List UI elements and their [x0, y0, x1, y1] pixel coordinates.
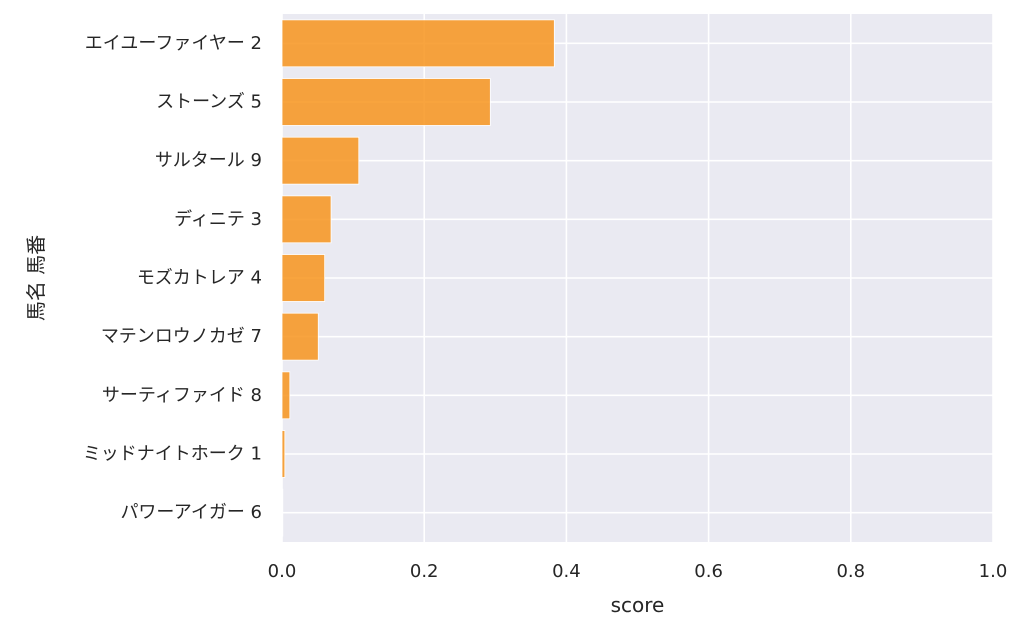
y-tick-label: ディニテ 3 [174, 209, 262, 230]
bar [281, 195, 332, 244]
bar [281, 312, 319, 361]
y-tick-label: パワーアイガー 6 [120, 502, 262, 523]
x-tick-labels: 0.0 0.2 0.4 0.6 0.8 1.0 [268, 561, 1008, 582]
y-tick-label: サーティファイド 8 [102, 385, 262, 406]
bar [281, 254, 326, 302]
bar [281, 19, 555, 68]
y-tick-label: サルタール 9 [155, 150, 262, 171]
x-tick-label: 0.8 [836, 561, 865, 582]
x-axis-label: score [611, 593, 665, 617]
y-tick-labels: エイユーファイヤー 2 ストーンズ 5 サルタール 9 ディニテ 3 モズカトレア 4 マ… [83, 33, 262, 523]
x-tick-label: 0.0 [268, 561, 297, 582]
bar [281, 371, 291, 420]
y-tick-label: ミッドナイトホーク 1 [83, 444, 262, 465]
bar [281, 136, 360, 185]
bars [281, 19, 555, 537]
x-tick-label: 1.0 [979, 561, 1008, 582]
bar [281, 78, 491, 126]
y-tick-label: ストーンズ 5 [156, 92, 262, 113]
y-axis-label: 馬名 馬番 [24, 235, 48, 321]
x-tick-label: 0.6 [694, 561, 723, 582]
y-tick-label: モズカトレア 4 [137, 268, 262, 289]
y-tick-label: マテンロウノカゼ 7 [101, 326, 262, 347]
bar [281, 430, 286, 478]
x-tick-label: 0.4 [552, 561, 581, 582]
bar [281, 488, 284, 537]
y-tick-label: エイユーファイヤー 2 [85, 33, 262, 54]
x-tick-label: 0.2 [410, 561, 439, 582]
